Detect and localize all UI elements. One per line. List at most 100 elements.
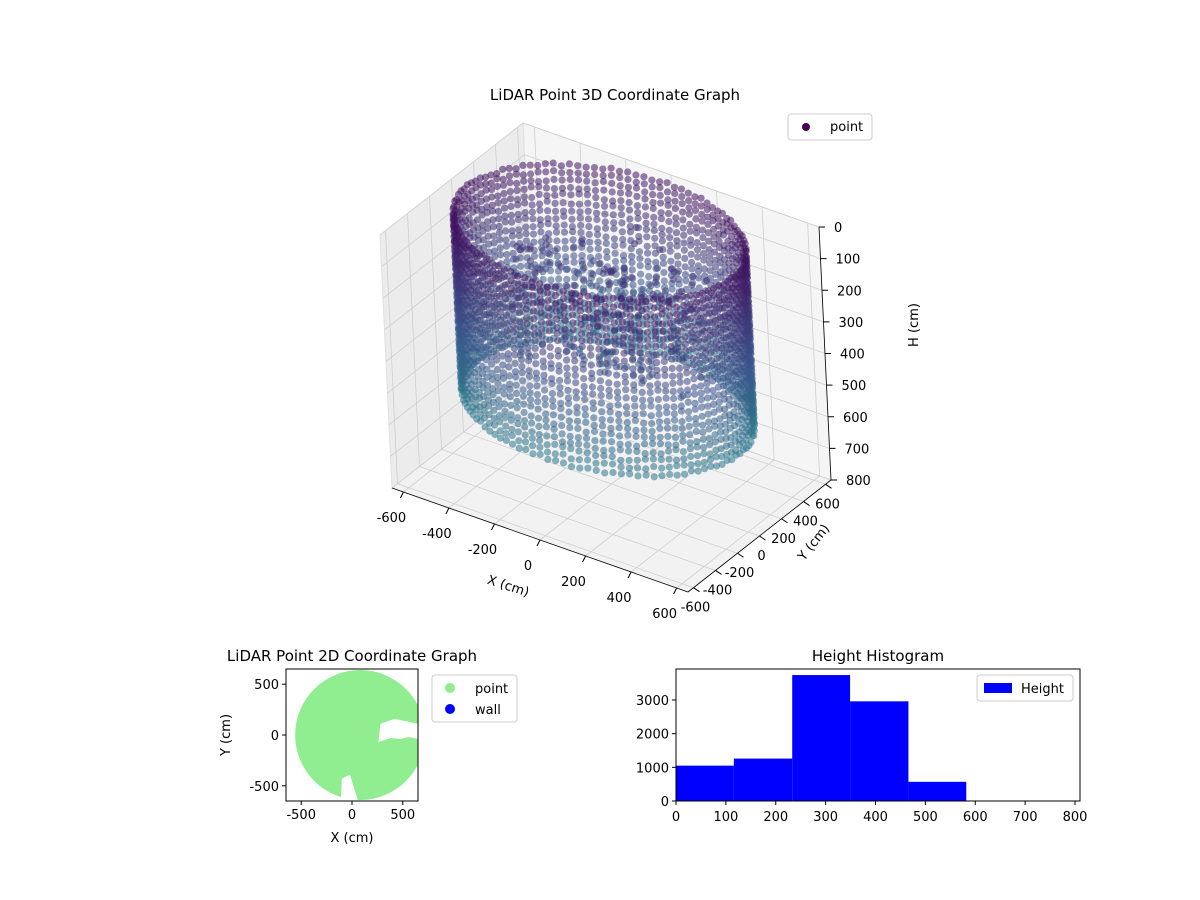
- data-point-3d: [598, 408, 606, 416]
- data-point-3d: [627, 326, 635, 335]
- data-point-3d: [591, 437, 599, 445]
- x-tick-label-hist: 700: [1013, 810, 1038, 825]
- data-point-3d: [520, 177, 528, 185]
- data-point-3d: [576, 307, 585, 315]
- data-point-3d: [660, 351, 668, 359]
- data-point-3d: [673, 229, 681, 237]
- data-point-3d: [601, 310, 610, 318]
- data-point-3d: [488, 360, 496, 368]
- data-point-3d: [499, 175, 507, 183]
- data-point-3d: [601, 302, 609, 310]
- data-point-3d: [701, 344, 709, 352]
- data-point-3d: [529, 299, 537, 307]
- data-point-3d: [536, 436, 544, 445]
- data-point-3d: [526, 382, 534, 390]
- data-point-3d: [552, 228, 561, 236]
- data-point-3d: [710, 408, 718, 416]
- data-point-3d: [543, 258, 551, 266]
- data-point-3d: [704, 410, 712, 418]
- data-point-3d: [714, 368, 722, 376]
- data-point-3d: [700, 265, 709, 273]
- data-point-3d: [553, 324, 561, 332]
- data-point-3d: [660, 342, 668, 350]
- data-point-3d: [627, 319, 635, 327]
- data-point-3d: [700, 313, 708, 321]
- data-point-3d: [513, 186, 521, 194]
- data-point-3d: [602, 224, 610, 232]
- data-point-3d: [568, 463, 576, 471]
- data-point-3d: [653, 359, 661, 367]
- data-point-3d: [536, 265, 544, 273]
- data-point-3d: [541, 401, 549, 409]
- data-point-3d: [656, 424, 664, 433]
- data-point-3d: [579, 352, 587, 360]
- data-point-3d: [578, 240, 587, 248]
- data-point-3d: [698, 210, 706, 218]
- data-point-3d: [642, 219, 650, 227]
- data-point-3d: [685, 408, 693, 416]
- data-point-3d: [708, 362, 716, 370]
- data-point-3d: [576, 292, 584, 300]
- data-point-3d: [558, 421, 566, 430]
- legend-marker-wall-2d: [445, 704, 455, 714]
- data-point-3d: [554, 352, 563, 360]
- data-point-3d: [607, 171, 616, 179]
- data-point-3d: [671, 416, 679, 424]
- data-point-3d: [619, 241, 627, 249]
- data-point-3d: [600, 196, 608, 204]
- data-point-3d: [490, 232, 498, 240]
- data-point-3d: [639, 396, 647, 404]
- data-point-3d: [471, 297, 479, 305]
- data-point-3d: [501, 413, 509, 422]
- data-point-3d: [639, 286, 647, 294]
- data-point-3d: [687, 461, 695, 469]
- data-point-3d: [559, 459, 568, 467]
- histogram-bar: [676, 765, 734, 801]
- data-point-3d: [673, 317, 681, 325]
- data-point-3d: [697, 389, 705, 397]
- data-point-3d: [516, 318, 524, 326]
- data-point-3d: [643, 320, 651, 328]
- data-point-3d: [576, 208, 584, 216]
- data-point-3d: [692, 420, 700, 428]
- data-point-3d: [591, 444, 599, 453]
- data-point-3d: [480, 406, 488, 415]
- data-point-3d: [659, 320, 667, 328]
- data-point-3d: [502, 430, 510, 438]
- data-point-3d: [521, 423, 529, 431]
- x-tick: [445, 507, 450, 515]
- data-point-3d: [710, 291, 718, 299]
- data-point-3d: [609, 468, 617, 477]
- data-point-3d: [652, 335, 660, 343]
- data-point-3d: [705, 418, 713, 426]
- data-point-3d: [580, 382, 588, 391]
- data-point-3d: [647, 402, 655, 410]
- data-point-3d: [693, 438, 701, 446]
- data-point-3d: [650, 313, 659, 321]
- ticks-2d: -500 0 500 -500 0 500: [249, 678, 415, 823]
- data-point-3d: [542, 234, 550, 242]
- data-point-3d: [609, 303, 618, 311]
- data-point-3d: [566, 183, 575, 192]
- y-axis-label-2d: Y (cm): [219, 714, 234, 757]
- data-point-3d: [710, 400, 718, 408]
- data-point-3d: [528, 201, 536, 209]
- data-point-3d: [718, 344, 726, 353]
- data-point-3d: [641, 455, 650, 463]
- data-point-3d: [493, 170, 501, 178]
- data-point-3d: [629, 365, 637, 373]
- data-point-3d: [509, 321, 517, 330]
- data-point-3d: [695, 352, 703, 360]
- data-point-3d: [693, 298, 701, 306]
- data-point-3d: [521, 438, 530, 446]
- data-point-3d: [501, 272, 509, 281]
- data-point-3d: [585, 223, 593, 231]
- data-point-3d: [641, 195, 649, 203]
- data-point-3d: [584, 300, 593, 308]
- data-point-3d: [599, 437, 607, 445]
- data-point-3d: [715, 291, 723, 299]
- data-point-3d: [693, 229, 701, 237]
- data-point-3d: [678, 193, 686, 201]
- data-point-3d: [537, 301, 545, 310]
- gridline-z: [525, 185, 823, 291]
